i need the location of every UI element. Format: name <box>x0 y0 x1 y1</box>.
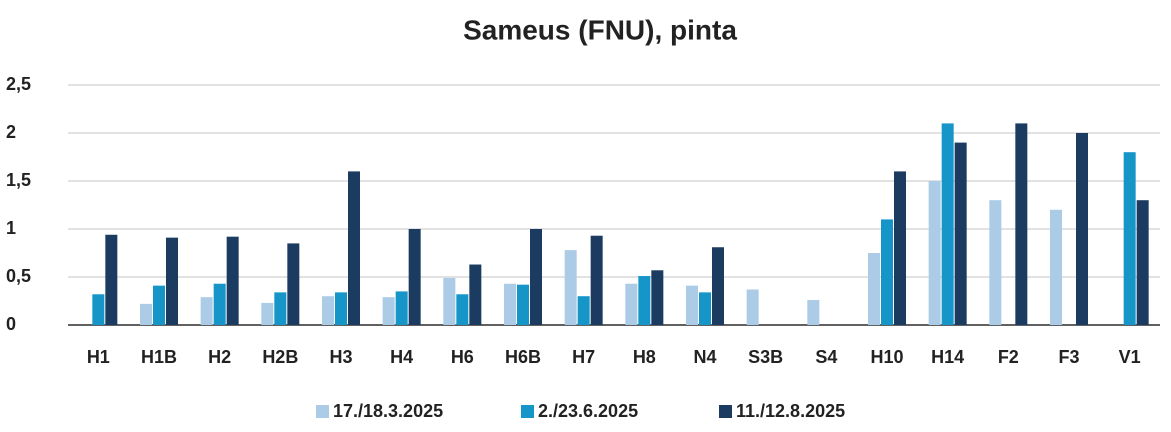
bar <box>941 123 954 326</box>
y-tick-label: 2,5 <box>6 74 31 94</box>
x-tick-label: S4 <box>815 347 837 367</box>
legend-swatch <box>316 405 329 418</box>
bar <box>1136 200 1149 325</box>
bar <box>348 171 360 325</box>
x-tick-label: N4 <box>693 347 716 367</box>
bar <box>651 270 664 325</box>
bar <box>1076 133 1088 325</box>
bar <box>530 229 542 325</box>
bar <box>200 297 213 325</box>
bar <box>226 236 239 325</box>
bar <box>517 284 529 325</box>
legend-label: 17./18.3.2025 <box>333 401 443 421</box>
y-tick-label: 1,5 <box>6 170 31 190</box>
x-tick-label: S3B <box>748 347 783 367</box>
bar <box>989 200 1002 325</box>
bar <box>335 292 347 325</box>
bar <box>105 234 118 325</box>
bar <box>287 243 300 325</box>
bar <box>92 294 105 325</box>
x-tick-label: H1 <box>87 347 110 367</box>
bar <box>928 181 941 325</box>
x-tick-label: H8 <box>633 347 656 367</box>
bar <box>954 142 967 325</box>
bar <box>881 219 893 325</box>
bar <box>322 296 334 325</box>
bar <box>1050 209 1062 325</box>
bar <box>395 291 408 325</box>
bar <box>699 292 711 325</box>
bar <box>746 289 759 325</box>
x-tick-label: H7 <box>572 347 595 367</box>
bar <box>807 300 820 325</box>
legend-swatch <box>521 405 534 418</box>
bar <box>686 285 698 325</box>
chart-title: Sameus (FNU), pinta <box>463 14 737 45</box>
y-tick-label: 0 <box>6 314 16 334</box>
bar <box>469 264 482 325</box>
bar <box>625 283 638 325</box>
x-tick-label: H10 <box>870 347 903 367</box>
x-tick-label: F3 <box>1058 347 1079 367</box>
bar <box>1015 123 1028 326</box>
legend-swatch <box>719 405 732 418</box>
y-tick-label: 1 <box>6 218 16 238</box>
bar <box>166 237 178 325</box>
bar <box>894 171 906 325</box>
x-tick-label: H14 <box>931 347 964 367</box>
bar <box>577 296 590 325</box>
bar <box>1123 152 1136 325</box>
bar <box>140 303 152 325</box>
bar <box>456 294 469 325</box>
bar <box>590 235 603 325</box>
x-tick-label: H6 <box>451 347 474 367</box>
y-tick-label: 0,5 <box>6 266 31 286</box>
bar <box>213 283 226 325</box>
x-tick-label: H6B <box>505 347 541 367</box>
bar <box>638 276 651 325</box>
y-tick-label: 2 <box>6 122 16 142</box>
bar <box>153 285 165 325</box>
bar <box>261 302 274 325</box>
x-tick-label: H2B <box>262 347 298 367</box>
bar <box>868 253 880 325</box>
bar <box>408 229 421 325</box>
x-tick-label: F2 <box>998 347 1019 367</box>
bar <box>382 297 395 325</box>
bar <box>274 292 287 325</box>
x-tick-label: H3 <box>329 347 352 367</box>
legend-label: 11./12.8.2025 <box>736 401 845 421</box>
legend-label: 2./23.6.2025 <box>538 401 638 421</box>
bar <box>443 277 456 325</box>
bar <box>564 250 577 325</box>
x-tick-label: H4 <box>390 347 413 367</box>
x-tick-label: H1B <box>141 347 177 367</box>
bar <box>712 247 724 325</box>
x-tick-label: V1 <box>1119 347 1141 367</box>
bar <box>504 283 516 325</box>
x-tick-label: H2 <box>208 347 231 367</box>
